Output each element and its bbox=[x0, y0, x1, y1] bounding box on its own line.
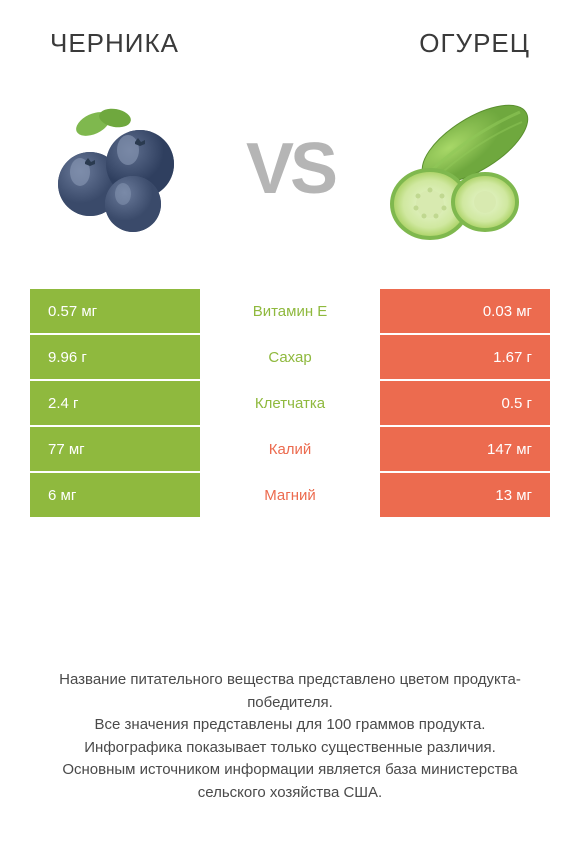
header: ЧЕРНИКА ОГУРЕЦ bbox=[0, 0, 580, 59]
nutrient-label: Сахар bbox=[200, 335, 380, 379]
right-value: 147 мг bbox=[380, 427, 550, 471]
footer-notes: Название питательного вещества представл… bbox=[0, 669, 580, 804]
right-value: 0.03 мг bbox=[380, 289, 550, 333]
nutrition-row: 9.96 гСахар1.67 г bbox=[30, 335, 550, 379]
left-value: 6 мг bbox=[30, 473, 200, 517]
left-value: 0.57 мг bbox=[30, 289, 200, 333]
nutrient-label: Клетчатка bbox=[200, 381, 380, 425]
left-food-title: ЧЕРНИКА bbox=[50, 28, 179, 59]
footer-line: Все значения представлены для 100 граммо… bbox=[30, 714, 550, 737]
cucumber-image bbox=[380, 89, 540, 249]
nutrition-row: 77 мгКалий147 мг bbox=[30, 427, 550, 471]
nutrition-table: 0.57 мгВитамин E0.03 мг9.96 гСахар1.67 г… bbox=[0, 289, 580, 517]
left-value: 9.96 г bbox=[30, 335, 200, 379]
nutrient-label: Калий bbox=[200, 427, 380, 471]
nutrient-label: Магний bbox=[200, 473, 380, 517]
left-value: 2.4 г bbox=[30, 381, 200, 425]
right-value: 0.5 г bbox=[380, 381, 550, 425]
nutrition-row: 0.57 мгВитамин E0.03 мг bbox=[30, 289, 550, 333]
right-food-title: ОГУРЕЦ bbox=[419, 28, 530, 59]
images-row: VS bbox=[0, 59, 580, 289]
right-value: 1.67 г bbox=[380, 335, 550, 379]
footer-line: Основным источником информации является … bbox=[30, 759, 550, 804]
footer-line: Название питательного вещества представл… bbox=[30, 669, 550, 714]
nutrition-row: 6 мгМагний13 мг bbox=[30, 473, 550, 517]
blueberry-image bbox=[40, 89, 200, 249]
nutrition-row: 2.4 гКлетчатка0.5 г bbox=[30, 381, 550, 425]
vs-label: VS bbox=[246, 128, 334, 210]
nutrient-label: Витамин E bbox=[200, 289, 380, 333]
footer-line: Инфографика показывает только существенн… bbox=[30, 737, 550, 760]
left-value: 77 мг bbox=[30, 427, 200, 471]
right-value: 13 мг bbox=[380, 473, 550, 517]
